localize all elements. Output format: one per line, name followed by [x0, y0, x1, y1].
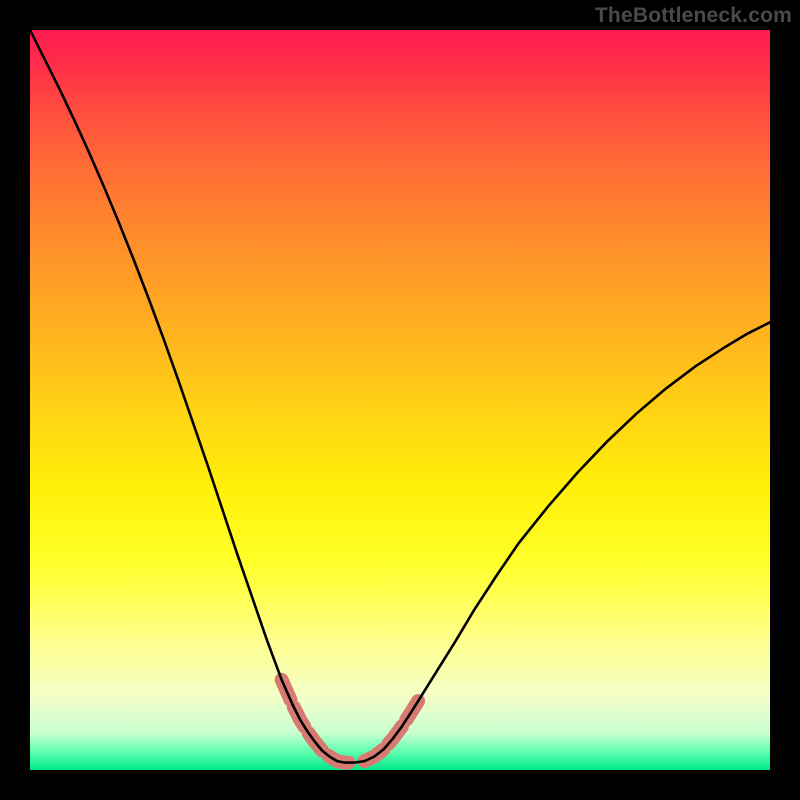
chart-background	[30, 30, 770, 770]
chart-frame: TheBottleneck.com	[0, 0, 800, 800]
watermark-label: TheBottleneck.com	[595, 4, 792, 28]
bottleneck-curve-chart	[30, 30, 770, 770]
